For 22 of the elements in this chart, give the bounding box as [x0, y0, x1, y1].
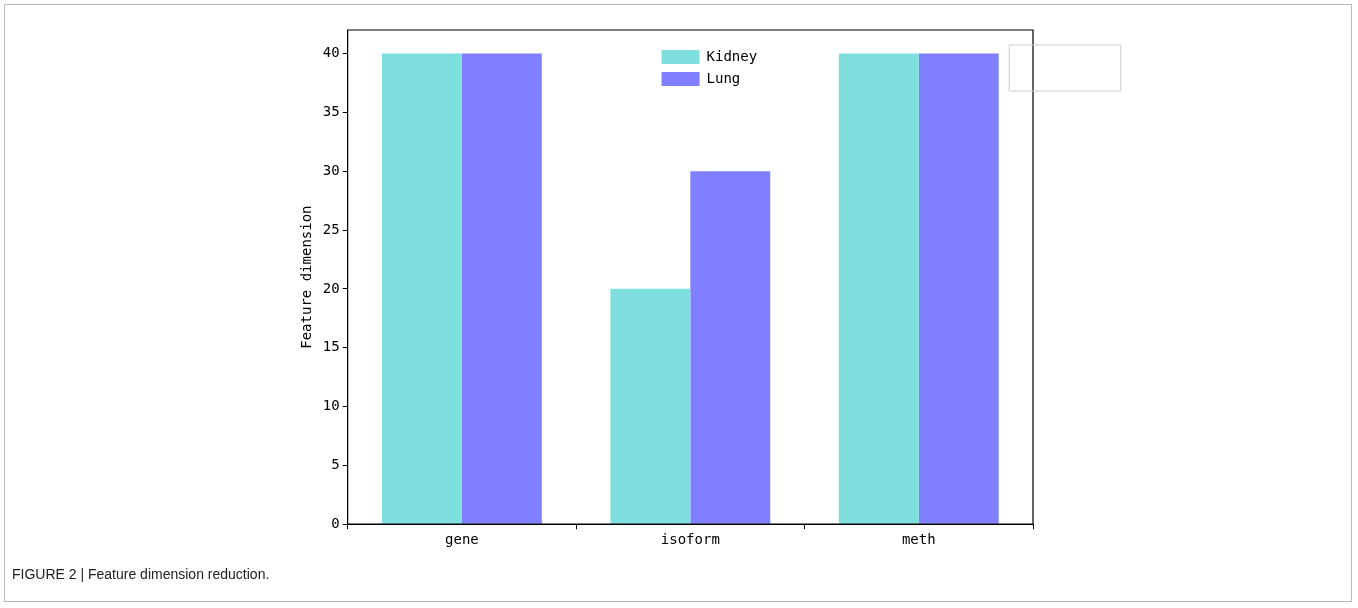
y-tick-label: 20 [322, 279, 340, 296]
x-tick-label: meth [901, 531, 936, 548]
y-tick-label: 5 [331, 456, 340, 473]
bar [381, 53, 462, 524]
bar [838, 53, 919, 524]
y-tick-label: 0 [331, 514, 340, 531]
bar [461, 53, 542, 524]
x-tick-label: isoform [660, 531, 720, 548]
y-tick-label: 30 [322, 161, 340, 178]
bar [918, 53, 999, 524]
bar [690, 171, 771, 524]
y-tick-label: 10 [322, 397, 340, 414]
legend-label: Kidney [706, 47, 758, 64]
y-tick-label: 35 [322, 103, 340, 120]
x-tick-label: gene [445, 531, 479, 548]
legend-label: Lung [706, 69, 741, 86]
y-tick-label: 40 [322, 44, 340, 61]
bar [610, 288, 691, 524]
y-tick-label: 15 [322, 338, 340, 355]
y-axis-title: Feature dimension [298, 205, 315, 349]
caption: FIGURE 2 | Feature dimension reduction. [12, 566, 270, 582]
y-tick-label: 25 [322, 220, 340, 237]
